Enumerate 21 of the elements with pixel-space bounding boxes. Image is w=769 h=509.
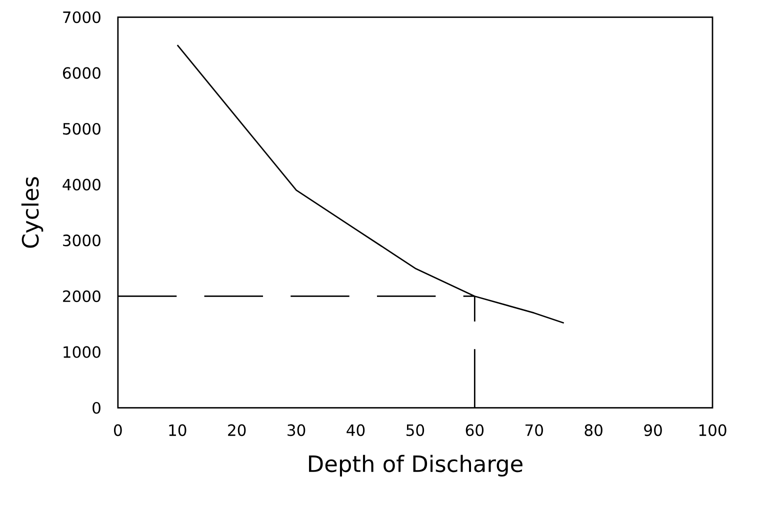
x-axis-title: Depth of Discharge [309, 455, 522, 477]
x-tick-label: 40 [346, 424, 365, 436]
x-tick-label: 90 [644, 424, 662, 436]
y-tick-label: 2000 [63, 290, 100, 302]
x-tick-label: 0 [114, 424, 122, 436]
x-tick-label: 50 [406, 424, 424, 436]
y-axis-title: Cycles [21, 177, 44, 248]
y-tick-label: 7000 [63, 12, 100, 24]
x-tick-label: 100 [699, 424, 726, 436]
x-tick-label: 20 [228, 424, 246, 436]
y-tick-label: 5000 [63, 123, 100, 135]
y-tick-label: 0 [92, 402, 100, 414]
y-tick-label: 1000 [64, 346, 100, 358]
y-tick-label: 3000 [63, 234, 100, 247]
x-tick-label: 60 [466, 424, 484, 436]
y-tick-label: 4000 [62, 178, 100, 191]
x-tick-label: 10 [169, 424, 186, 436]
x-tick-label: 30 [288, 424, 306, 436]
x-tick-label: 80 [584, 424, 602, 436]
x-tick-label: 70 [526, 424, 543, 436]
y-tick-label: 6000 [62, 67, 100, 80]
